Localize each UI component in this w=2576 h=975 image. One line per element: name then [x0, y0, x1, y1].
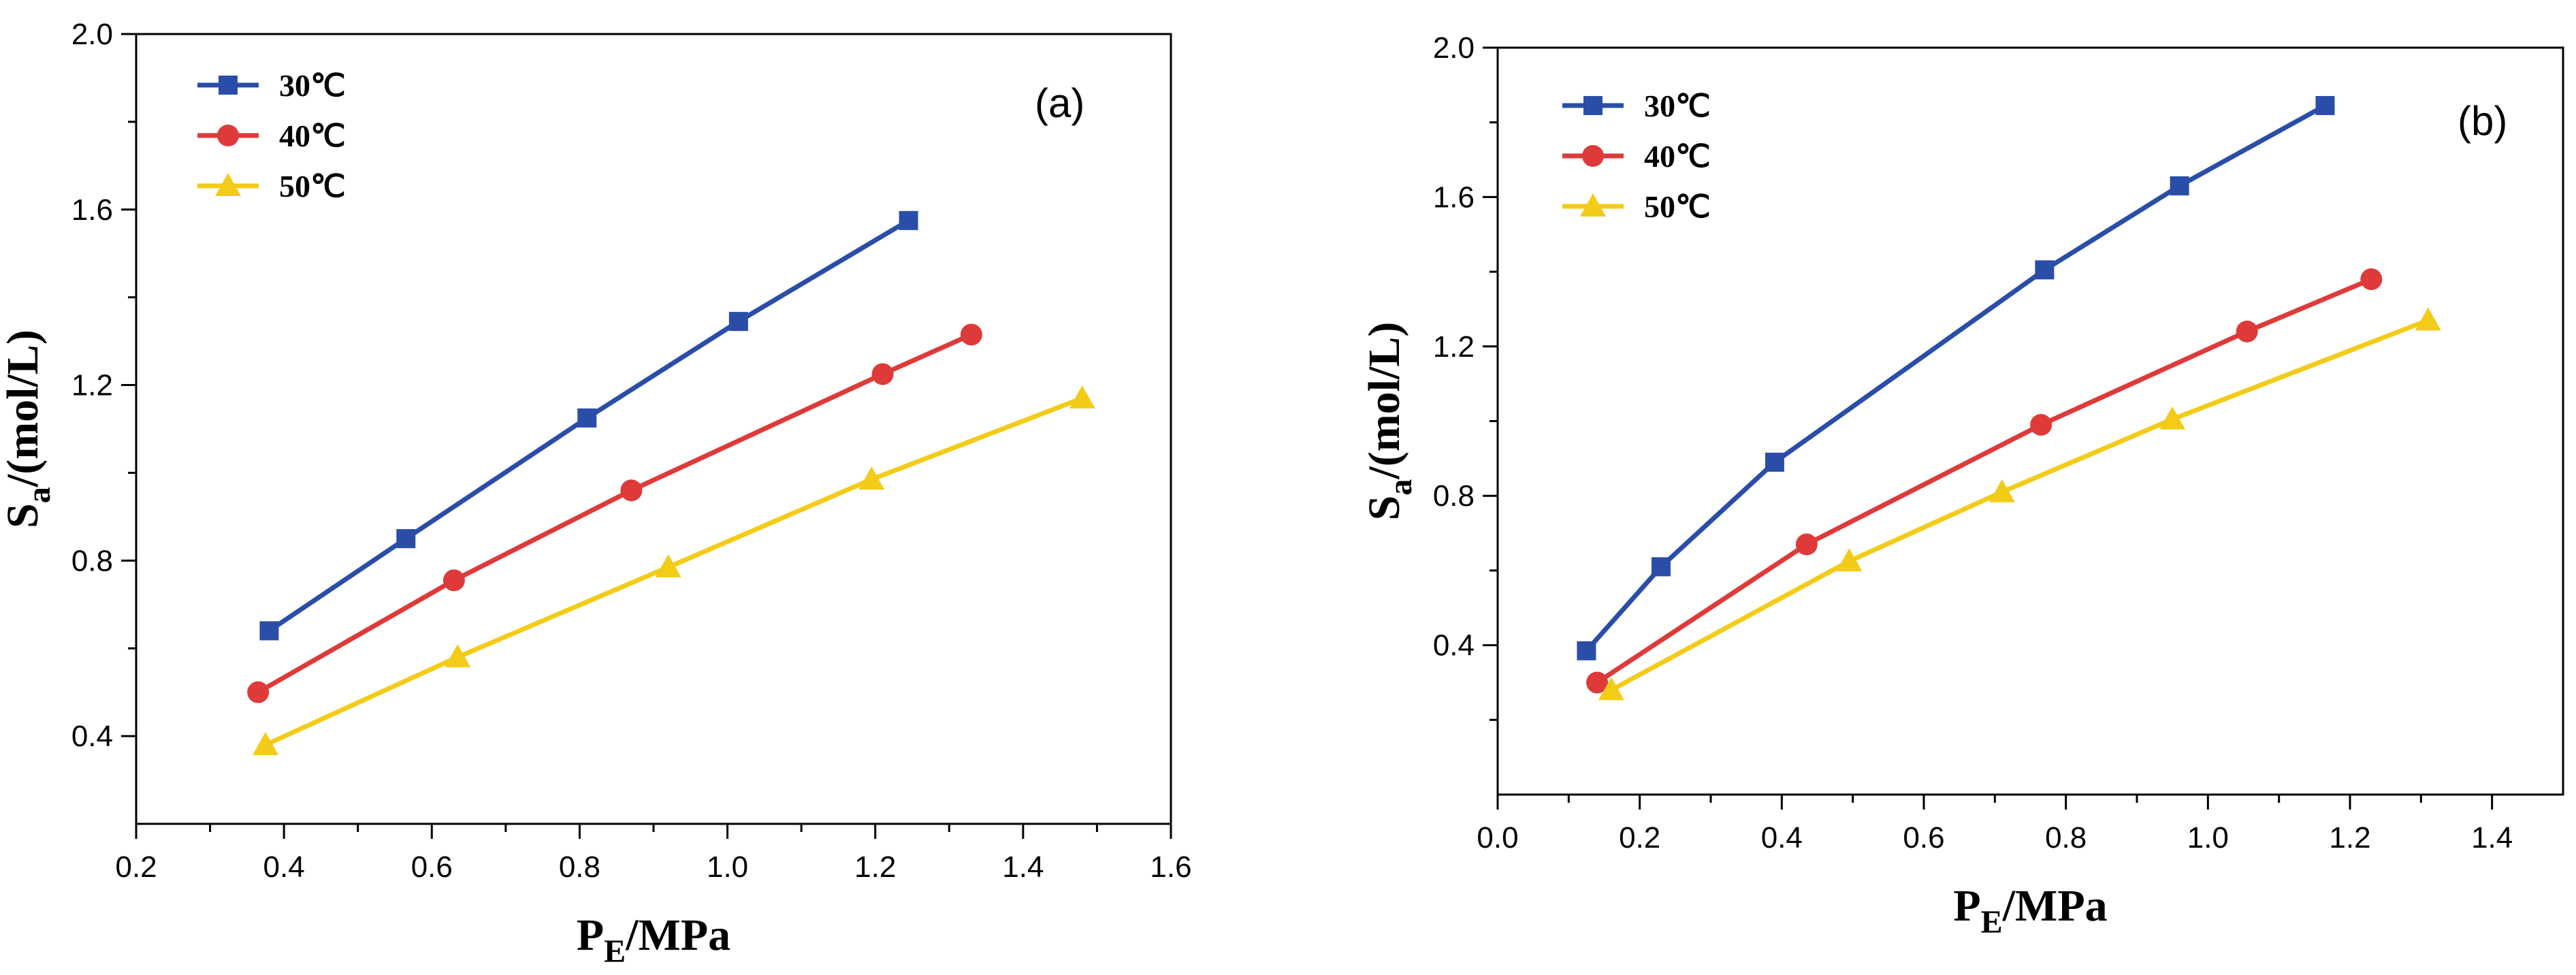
y-axis-title-rest: /(mol/L) — [1359, 322, 1409, 480]
legend-label-50C: 50℃ — [279, 169, 346, 204]
data-point-40C — [960, 323, 982, 346]
y-tick-label: 0.8 — [71, 544, 113, 577]
series-line-50C — [1610, 318, 2430, 692]
data-point-40C — [1586, 671, 1609, 694]
y-axis-title-sub: a — [21, 487, 57, 503]
legend-marker-30C — [219, 76, 238, 95]
data-point-50C — [858, 466, 885, 490]
y-axis-title-sub: a — [1383, 479, 1419, 496]
data-point-30C — [1651, 557, 1671, 577]
y-tick-label: 1.6 — [71, 193, 113, 227]
x-axis-title: PE/MPa — [1953, 881, 2107, 940]
legend-marker-40C — [1582, 145, 1604, 167]
y-axis-title-rest: /(mol/L) — [0, 330, 48, 488]
data-point-40C — [247, 681, 270, 703]
series-line-40C — [1596, 276, 2372, 685]
data-point-50C — [2159, 406, 2186, 430]
data-point-50C — [1836, 548, 1863, 572]
y-tick-label: 1.6 — [1433, 180, 1475, 214]
x-tick-label: 0.0 — [1477, 821, 1518, 854]
data-point-40C — [2236, 320, 2258, 342]
legend-label-40C: 40℃ — [1644, 139, 1711, 174]
y-tick-label: 0.8 — [1433, 479, 1475, 513]
panel-label: (b) — [2458, 98, 2507, 144]
y-axis-title: Sa/(mol/L) — [1359, 322, 1419, 521]
data-point-40C — [620, 479, 643, 502]
data-point-30C — [1577, 641, 1596, 660]
chart-panel-a: 0.2 0.4 0.6 0.8 1.0 1.2 1.4 1.6 0.4 0.8 1.2 1.6 2.0 P… — [0, 18, 1192, 970]
panel-label: (a) — [1035, 80, 1084, 126]
x-tick-label: 0.2 — [115, 850, 157, 884]
data-point-30C — [899, 210, 918, 230]
data-point-30C — [396, 529, 416, 549]
x-axis-title-main: P — [577, 910, 604, 960]
series-line-30C — [1584, 103, 2327, 653]
data-point-40C — [2360, 268, 2383, 291]
y-axis-title-main: S — [1359, 496, 1409, 521]
x-axis-title-rest: /MPa — [2002, 881, 2108, 931]
legend-label-30C: 30℃ — [279, 68, 346, 103]
legend-label-30C: 30℃ — [1644, 89, 1711, 123]
data-point-50C — [655, 554, 681, 577]
x-tick-label: 1.0 — [707, 850, 748, 884]
data-point-50C — [2415, 307, 2441, 331]
y-tick-label: 1.2 — [71, 369, 113, 402]
x-axis-title-sub: E — [604, 933, 626, 970]
x-axis-title: PE/MPa — [577, 910, 730, 970]
data-point-30C — [2170, 176, 2189, 195]
x-tick-label: 1.4 — [2471, 821, 2513, 854]
data-point-50C — [1598, 677, 1624, 701]
x-tick-label: 0.2 — [1619, 821, 1660, 854]
x-tick-label: 0.4 — [263, 850, 305, 884]
y-tick-label: 2.0 — [71, 18, 113, 51]
x-tick-label: 1.6 — [1150, 850, 1191, 884]
series-line-40C — [257, 332, 973, 694]
data-point-40C — [442, 569, 465, 592]
data-point-50C — [1069, 385, 1095, 409]
legend-marker-30C — [1583, 96, 1603, 115]
data-point-40C — [1795, 533, 1818, 556]
x-tick-label: 1.2 — [854, 850, 896, 884]
legend-marker-50C — [215, 173, 241, 196]
x-tick-label: 0.4 — [1761, 821, 1803, 854]
x-axis-title-rest: /MPa — [625, 910, 730, 960]
data-point-50C — [445, 644, 471, 668]
legend-marker-40C — [217, 125, 239, 146]
x-tick-label: 0.8 — [559, 850, 600, 884]
data-point-30C — [259, 621, 279, 641]
legend-label-50C: 50℃ — [1644, 189, 1711, 224]
x-tick-label: 1.0 — [2187, 821, 2229, 854]
data-point-30C — [2035, 260, 2055, 280]
data-point-30C — [728, 312, 748, 332]
data-point-50C — [1989, 479, 2015, 502]
x-tick-label: 1.2 — [2329, 821, 2370, 854]
x-axis-title-main: P — [1953, 881, 1980, 931]
x-tick-label: 1.4 — [1002, 850, 1044, 884]
y-tick-label: 0.4 — [71, 720, 113, 753]
x-tick-label: 0.6 — [411, 850, 453, 884]
y-tick-label: 2.0 — [1433, 31, 1475, 65]
y-tick-label: 0.4 — [1433, 629, 1475, 662]
data-point-30C — [2315, 96, 2335, 116]
y-axis-title: Sa/(mol/L) — [0, 330, 57, 528]
y-tick-label: 1.2 — [1433, 330, 1475, 364]
legend: 30℃ 40℃ 50℃ — [1562, 89, 1711, 224]
y-axis-title-main: S — [0, 503, 48, 528]
chart-panel-b: 0.0 0.2 0.4 0.6 0.8 1.0 1.2 1.4 0.4 0.8 1.2 1.6 2.0 P… — [1359, 31, 2564, 940]
legend: 30℃ 40℃ 50℃ — [197, 68, 346, 204]
data-point-50C — [253, 732, 278, 755]
x-tick-label: 0.6 — [1903, 821, 1944, 854]
data-point-30C — [1765, 452, 1784, 472]
x-tick-label: 0.8 — [2045, 821, 2087, 854]
legend-label-40C: 40℃ — [279, 118, 346, 153]
data-point-40C — [2030, 413, 2052, 436]
x-axis-title-sub: E — [1981, 904, 2003, 940]
data-point-40C — [871, 363, 894, 385]
data-point-30C — [577, 408, 597, 428]
legend-marker-50C — [1580, 193, 1606, 217]
